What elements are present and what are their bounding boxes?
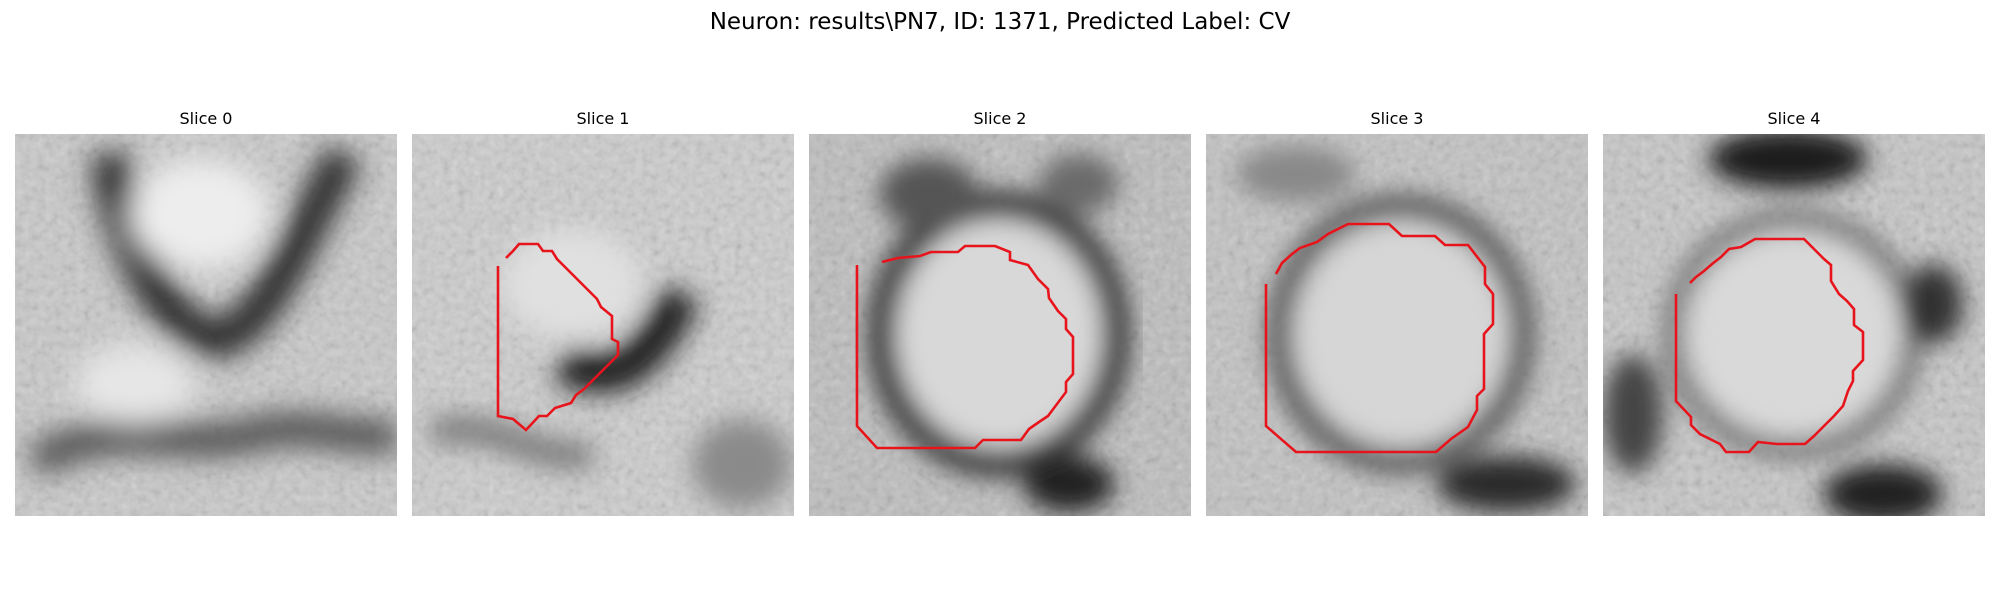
slice-0-image xyxy=(15,134,397,516)
slice-3-image xyxy=(1206,134,1588,516)
slice-4-dark-structures xyxy=(1603,134,1963,516)
slice-0-dark-structures xyxy=(25,144,397,479)
slice-2-dark-structures xyxy=(867,154,1131,512)
panel-title-slice-3: Slice 3 xyxy=(1370,109,1424,128)
panel-title-slice-2: Slice 2 xyxy=(973,109,1027,128)
slice-1-dark-structures xyxy=(427,229,792,509)
slice-2-image xyxy=(809,134,1191,516)
slice-1-image xyxy=(412,134,794,516)
panel-title-slice-1: Slice 1 xyxy=(576,109,630,128)
slice-3-dark-structures xyxy=(1236,146,1576,512)
figure-title: Neuron: results\PN7, ID: 1371, Predicted… xyxy=(709,9,1291,35)
panel-title-slice-4: Slice 4 xyxy=(1767,109,1821,128)
slice-3-contour xyxy=(1264,222,1495,454)
slice-1-contour xyxy=(496,242,620,432)
panel-title-slice-0: Slice 0 xyxy=(179,109,233,128)
slice-4-image xyxy=(1603,134,1985,516)
slice-2-contour xyxy=(855,244,1075,450)
slice-4-contour xyxy=(1674,237,1865,454)
